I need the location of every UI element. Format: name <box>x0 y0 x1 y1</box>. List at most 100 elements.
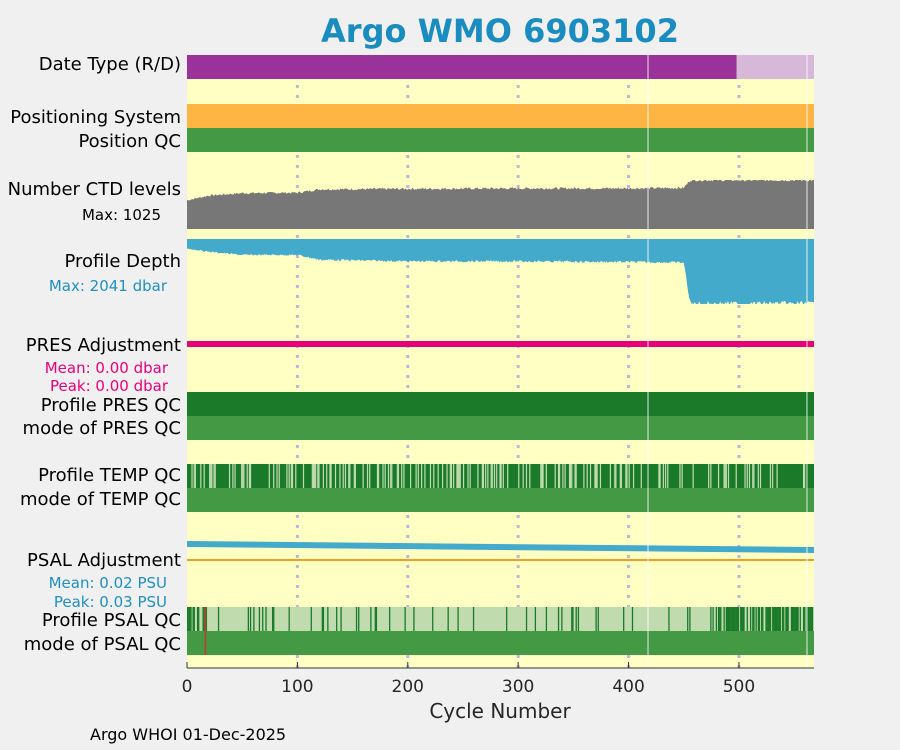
psal-qc-stripe <box>776 607 778 631</box>
temp-qc-stripe <box>575 464 577 488</box>
temp-qc-stripe <box>409 464 412 488</box>
psal-qc-stripe <box>506 607 508 631</box>
temp-qc-stripe <box>692 464 694 488</box>
x-tick-label: 400 <box>612 677 644 697</box>
psal-qc-stripe <box>271 607 274 631</box>
temp-qc-stripe <box>353 464 355 488</box>
psal-qc-stripe <box>786 607 788 631</box>
psal-qc-stripe <box>689 607 691 631</box>
psal-qc-stripe <box>355 607 358 631</box>
temp-qc-stripe <box>330 464 332 488</box>
temp-qc-stripe <box>369 464 371 488</box>
temp-qc-stripe <box>496 464 498 488</box>
temp-qc-stripe <box>586 464 588 488</box>
temp-qc-stripe <box>211 464 213 488</box>
psal-qc-stripe <box>327 607 329 631</box>
temp-qc-stripe <box>194 464 196 488</box>
psal-qc-stripe <box>732 607 734 631</box>
psal-qc-stripe <box>779 607 782 631</box>
x-tick-label: 500 <box>723 677 755 697</box>
temp-qc-stripe <box>354 464 356 488</box>
temp-qc-stripe <box>421 464 423 488</box>
temp-qc-stripe <box>396 464 398 488</box>
temp-qc-stripe <box>458 464 460 488</box>
temp-qc-stripe <box>491 464 493 488</box>
row-label-6: Profile PRES QC <box>41 395 181 416</box>
psal-qc-stripe <box>799 607 801 631</box>
row-label-3: Number CTD levels <box>8 179 181 200</box>
temp-qc-stripe <box>450 464 453 488</box>
psal-qc-stripe <box>740 607 742 631</box>
psal-qc-stripe <box>736 607 739 631</box>
psal-qc-stripe <box>188 607 190 631</box>
temp-qc-stripe <box>387 464 390 488</box>
temp-qc-stripe <box>302 464 305 488</box>
temp-qc-stripe <box>493 464 496 488</box>
temp-qc-stripe <box>268 464 270 488</box>
temp-qc-stripe <box>564 464 566 488</box>
psal-qc-stripe <box>794 607 796 631</box>
psal-qc-stripe <box>710 607 712 631</box>
temp-qc-stripe <box>273 464 275 488</box>
psal-qc-stripe <box>758 607 761 631</box>
temp-qc-stripe <box>424 464 426 488</box>
psal-qc-stripe <box>795 607 797 631</box>
psal-qc-stripe <box>811 607 814 631</box>
psal-qc-stripe <box>733 607 735 631</box>
psal-qc-bad-mark <box>204 607 207 655</box>
temp-qc-stripe <box>193 464 195 488</box>
temp-qc-stripe <box>459 464 461 488</box>
psal-qc-stripe <box>340 607 342 631</box>
temp-qc-stripe <box>313 464 316 488</box>
temp-qc-stripe <box>401 464 403 488</box>
temp-qc-stripe <box>429 464 432 488</box>
temp-qc-stripe <box>462 464 465 488</box>
psal-qc-stripe <box>797 607 799 631</box>
temp-qc-stripe <box>507 464 509 488</box>
temp-qc-stripe <box>626 464 628 488</box>
temp-qc-stripe <box>659 464 661 488</box>
temp-qc-stripe <box>326 464 328 488</box>
temp-qc-stripe <box>757 464 759 488</box>
psal-qc-stripe <box>571 607 573 631</box>
temp-qc-stripe <box>708 464 710 488</box>
row-0-segment-1 <box>736 55 814 79</box>
psal-qc-stripe <box>729 607 731 631</box>
psal-qc-stripe <box>597 607 599 631</box>
temp-qc-stripe <box>746 464 748 488</box>
psal-qc-stripe <box>749 607 752 631</box>
psal-qc-stripe <box>265 607 267 631</box>
temp-qc-stripe <box>772 464 774 488</box>
psal-qc-stripe <box>752 607 754 631</box>
temp-qc-stripe <box>769 464 772 488</box>
temp-qc-stripe <box>295 464 297 488</box>
temp-qc-stripe <box>403 464 405 488</box>
row-7-segment-0 <box>187 416 814 440</box>
x-axis-label: Cycle Number <box>429 699 571 723</box>
psal-qc-stripe <box>595 607 597 631</box>
psal-qc-stripe <box>389 607 391 631</box>
temp-qc-stripe <box>312 464 315 488</box>
temp-qc-stripe <box>417 464 419 488</box>
temp-qc-stripe <box>209 464 211 488</box>
psal-qc-stripe <box>577 607 580 631</box>
psal-qc-stripe <box>370 607 372 631</box>
missing-cycle-gap <box>647 55 649 668</box>
row-label-12: mode of PSAL QC <box>24 634 181 655</box>
temp-qc-stripe <box>482 464 485 488</box>
temp-qc-stripe <box>390 464 392 488</box>
temp-qc-stripe <box>574 464 576 488</box>
row-label-11: Profile PSAL QC <box>42 610 181 631</box>
psal-qc-stripe <box>775 607 777 631</box>
temp-qc-stripe <box>609 464 611 488</box>
temp-qc-stripe <box>456 464 458 488</box>
temp-qc-stripe <box>213 464 215 488</box>
temp-qc-stripe <box>317 464 319 488</box>
temp-qc-stripe <box>710 464 712 488</box>
psal-qc-stripe <box>762 607 764 631</box>
temp-qc-stripe <box>228 464 231 488</box>
row-9-segment-0 <box>187 488 814 512</box>
psal-qc-stripe <box>793 607 795 631</box>
psal-qc-stripe <box>746 607 748 631</box>
psal-qc-stripe <box>432 607 434 631</box>
